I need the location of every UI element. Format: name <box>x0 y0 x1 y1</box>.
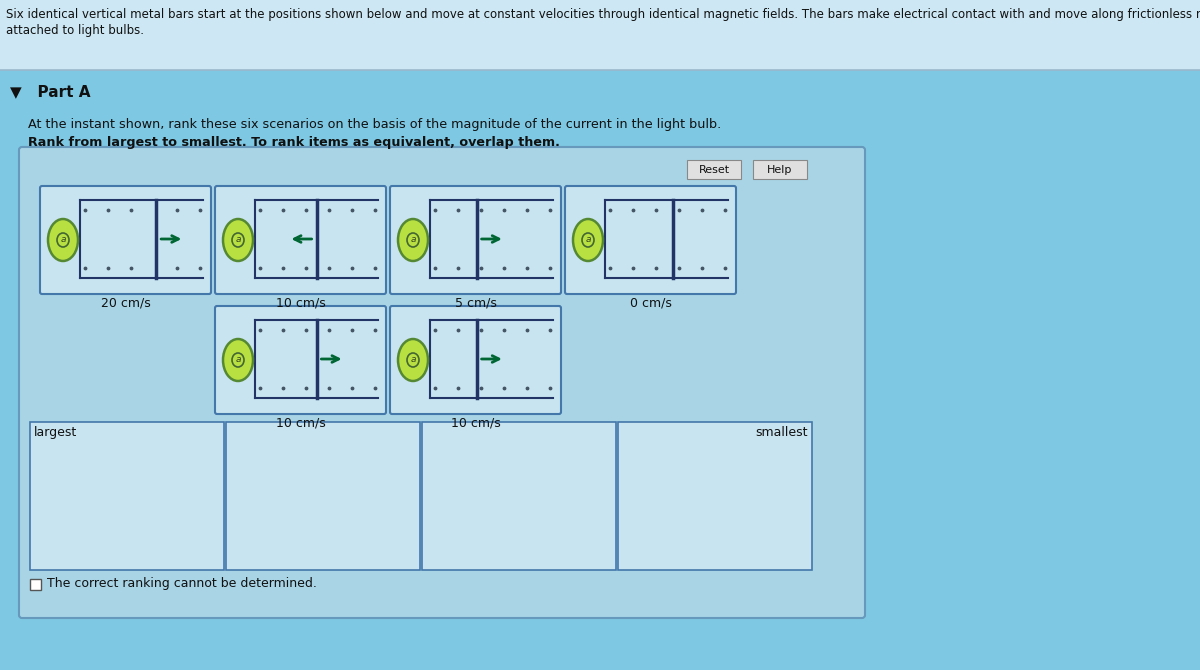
Text: 20 cm/s: 20 cm/s <box>101 297 150 310</box>
FancyBboxPatch shape <box>390 186 562 294</box>
Text: Reset: Reset <box>698 165 730 175</box>
Bar <box>422 422 616 570</box>
FancyBboxPatch shape <box>754 160 808 179</box>
Text: a: a <box>586 235 590 245</box>
Text: a: a <box>235 356 241 364</box>
Text: At the instant shown, rank these six scenarios on the basis of the magnitude of : At the instant shown, rank these six sce… <box>28 118 721 131</box>
Text: Rank from largest to smallest. To rank items as equivalent, overlap them.: Rank from largest to smallest. To rank i… <box>28 136 560 149</box>
Text: smallest: smallest <box>756 426 808 439</box>
Text: a: a <box>235 235 241 245</box>
Text: largest: largest <box>34 426 77 439</box>
Ellipse shape <box>48 219 78 261</box>
Ellipse shape <box>398 339 428 381</box>
FancyBboxPatch shape <box>40 186 211 294</box>
FancyBboxPatch shape <box>686 160 742 179</box>
FancyBboxPatch shape <box>565 186 736 294</box>
Bar <box>30 579 41 590</box>
Ellipse shape <box>398 219 428 261</box>
FancyBboxPatch shape <box>19 147 865 618</box>
Bar <box>226 422 420 570</box>
Text: a: a <box>60 235 66 245</box>
Text: The correct ranking cannot be determined.: The correct ranking cannot be determined… <box>47 578 317 590</box>
FancyBboxPatch shape <box>390 306 562 414</box>
FancyBboxPatch shape <box>215 306 386 414</box>
Text: 10 cm/s: 10 cm/s <box>451 417 500 430</box>
Text: 0 cm/s: 0 cm/s <box>630 297 672 310</box>
Ellipse shape <box>574 219 604 261</box>
Text: a: a <box>410 235 415 245</box>
Text: 10 cm/s: 10 cm/s <box>276 417 325 430</box>
Bar <box>618 422 812 570</box>
Text: Six identical vertical metal bars start at the positions shown below and move at: Six identical vertical metal bars start … <box>6 8 1200 21</box>
Text: Help: Help <box>767 165 793 175</box>
Text: a: a <box>410 356 415 364</box>
Ellipse shape <box>223 219 253 261</box>
Bar <box>0 0 1200 70</box>
Text: attached to light bulbs.: attached to light bulbs. <box>6 24 144 37</box>
Text: 5 cm/s: 5 cm/s <box>455 297 497 310</box>
FancyBboxPatch shape <box>215 186 386 294</box>
Text: 10 cm/s: 10 cm/s <box>276 297 325 310</box>
Ellipse shape <box>223 339 253 381</box>
Text: ▼   Part A: ▼ Part A <box>10 84 90 99</box>
Bar <box>30 422 224 570</box>
